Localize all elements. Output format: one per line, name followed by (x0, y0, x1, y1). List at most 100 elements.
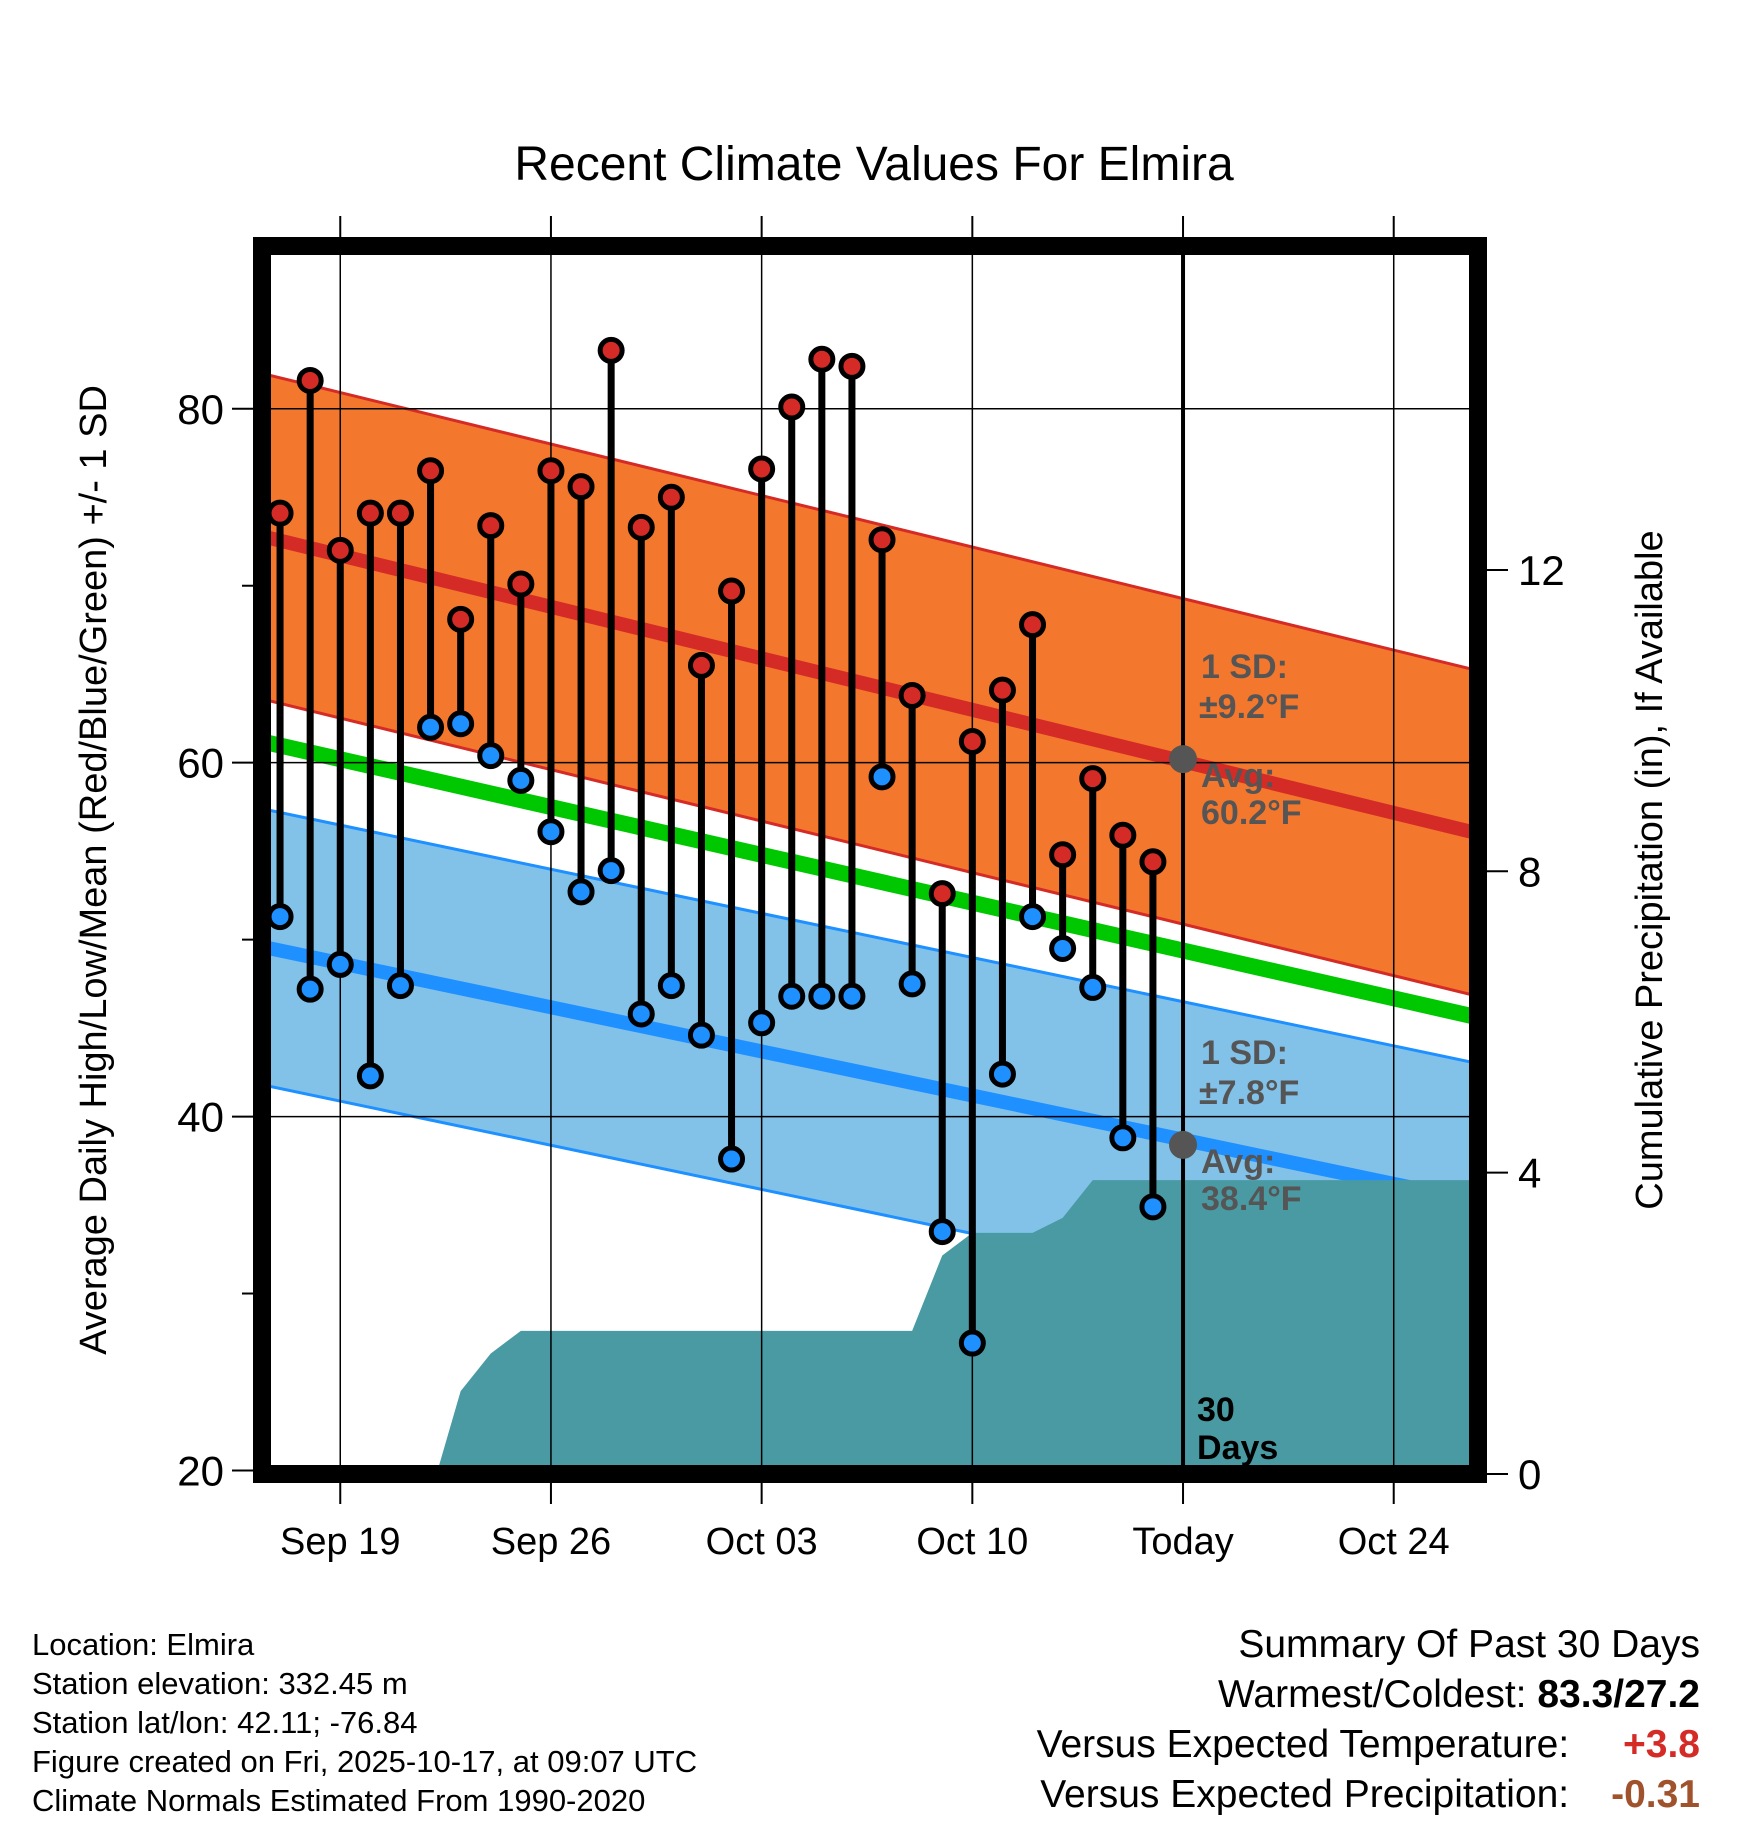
daily-high-point (417, 457, 445, 485)
y-tick-label: 40 (177, 1094, 224, 1141)
daily-low-point (687, 1021, 715, 1049)
daily-low-point (868, 763, 896, 791)
y2-tick-label: 0 (1518, 1451, 1541, 1498)
daily-low-point (567, 878, 595, 906)
plot-content (262, 246, 1478, 1474)
daily-low-point (266, 903, 294, 931)
daily-low-point (1049, 934, 1077, 962)
normals-text: Climate Normals Estimated From 1990-2020 (32, 1783, 646, 1818)
daily-high-point (507, 570, 535, 598)
created-text: Figure created on Fri, 2025-10-17, at 09… (32, 1744, 698, 1779)
daily-low-point (356, 1062, 384, 1090)
high-today-marker (1169, 745, 1198, 774)
summary-precip: Versus Expected Precipitation: -0.31 (1037, 1770, 1700, 1820)
daily-high-point (748, 455, 776, 483)
daily-high-point (1049, 841, 1077, 869)
chart-title: Recent Climate Values For Elmira (514, 138, 1234, 191)
daily-high-point (928, 880, 956, 908)
precip-anomaly-value: -0.31 (1611, 1773, 1700, 1816)
daily-high-point (988, 676, 1016, 704)
daily-low-point (958, 1329, 986, 1357)
daily-high-point (868, 526, 896, 554)
high-band-lower-edge (262, 697, 1478, 998)
station-info: Location: Elmira Station elevation: 332.… (32, 1625, 697, 1820)
daily-high-point (567, 473, 595, 501)
daily-high-point (356, 499, 384, 527)
daily-high-point (838, 352, 866, 380)
daily-high-point (447, 605, 475, 633)
elevation-text: Station elevation: 332.45 m (32, 1666, 408, 1701)
x-tick-label: Oct 24 (1338, 1521, 1450, 1563)
daily-high-point (1139, 848, 1167, 876)
y2-tick-label: 8 (1518, 848, 1541, 895)
x-tick-label: Sep 19 (280, 1521, 400, 1563)
y-tick-label: 20 (177, 1447, 224, 1494)
low-avg-label: Avg: (1201, 1143, 1275, 1181)
normal-low-line (262, 939, 1478, 1209)
daily-low-point (657, 972, 685, 1000)
high-sd-label: 1 SD: (1201, 648, 1288, 686)
summary-panel: Summary Of Past 30 Days Warmest/Coldest:… (1037, 1620, 1700, 1820)
warm-cold-value: 83.3/27.2 (1537, 1673, 1700, 1716)
low-sd-label: 1 SD: (1201, 1034, 1288, 1072)
daily-high-point (778, 393, 806, 421)
summary-title: Summary Of Past 30 Days (1238, 1623, 1700, 1666)
daily-low-point (326, 950, 354, 978)
low-avg-value: 38.4°F (1201, 1180, 1302, 1218)
daily-low-point (748, 1009, 776, 1037)
daily-high-point (958, 727, 986, 755)
daily-low-point (718, 1145, 746, 1173)
temp-anomaly-label: Versus Expected Temperature: (1036, 1723, 1570, 1766)
daily-low-point (1079, 973, 1107, 1001)
daily-high-point (898, 681, 926, 709)
precip-anomaly-label: Versus Expected Precipitation: (1040, 1773, 1570, 1816)
daily-high-point (386, 499, 414, 527)
daily-low-point (778, 982, 806, 1010)
daily-low-point (477, 742, 505, 770)
daily-low-point (898, 970, 926, 998)
x-tick-label: Sep 26 (491, 1521, 611, 1563)
daily-high-point (1079, 765, 1107, 793)
daily-high-point (627, 513, 655, 541)
daily-low-point (988, 1060, 1016, 1088)
normal-mean-line (262, 733, 1478, 1026)
daily-low-point (597, 857, 625, 885)
normal-high-line (262, 529, 1478, 841)
y2-tick-label: 4 (1518, 1150, 1541, 1197)
y-axis-label: Average Daily High/Low/Mean (Red/Blue/Gr… (73, 385, 115, 1355)
daily-low-point (296, 975, 324, 1003)
daily-low-point (386, 972, 414, 1000)
daily-high-point (718, 577, 746, 605)
daily-high-point (687, 651, 715, 679)
daily-low-point (627, 1000, 655, 1028)
daily-high-point (537, 457, 565, 485)
x-tick-label: Oct 10 (916, 1521, 1028, 1563)
y2-tick-label: 12 (1518, 547, 1565, 594)
daily-low-point (1019, 903, 1047, 931)
low-sd-value: ±7.8°F (1199, 1074, 1299, 1112)
daily-low-point (447, 710, 475, 738)
latlon-text: Station lat/lon: 42.11; -76.84 (32, 1705, 418, 1740)
low-today-marker (1169, 1130, 1198, 1159)
location-text: Location: Elmira (32, 1627, 255, 1662)
climate-chart: Recent Climate Values For Elmira 1 SD:±9… (73, 138, 1671, 1563)
daily-high-point (477, 512, 505, 540)
daily-high-point (326, 536, 354, 564)
y-tick-label: 60 (177, 740, 224, 787)
daily-high-point (1109, 821, 1137, 849)
daily-high-point (657, 483, 685, 511)
warm-cold-label: Warmest/Coldest: (1218, 1673, 1527, 1716)
daily-low-point (1139, 1193, 1167, 1221)
high-band-upper-edge (262, 371, 1478, 673)
high-avg-label: Avg: (1201, 757, 1275, 795)
window-label-number: 30 (1197, 1391, 1235, 1429)
daily-high-point (266, 499, 294, 527)
y-tick-label: 80 (177, 386, 224, 433)
daily-low-point (838, 982, 866, 1010)
high-avg-value: 60.2°F (1201, 794, 1302, 832)
y2-axis-label: Cumulative Precipitation (in), If Availa… (1629, 530, 1671, 1209)
plot-frame (253, 237, 1487, 1483)
daily-low-point (507, 766, 535, 794)
summary-warm-cold: Warmest/Coldest: 83.3/27.2 (1037, 1670, 1700, 1720)
